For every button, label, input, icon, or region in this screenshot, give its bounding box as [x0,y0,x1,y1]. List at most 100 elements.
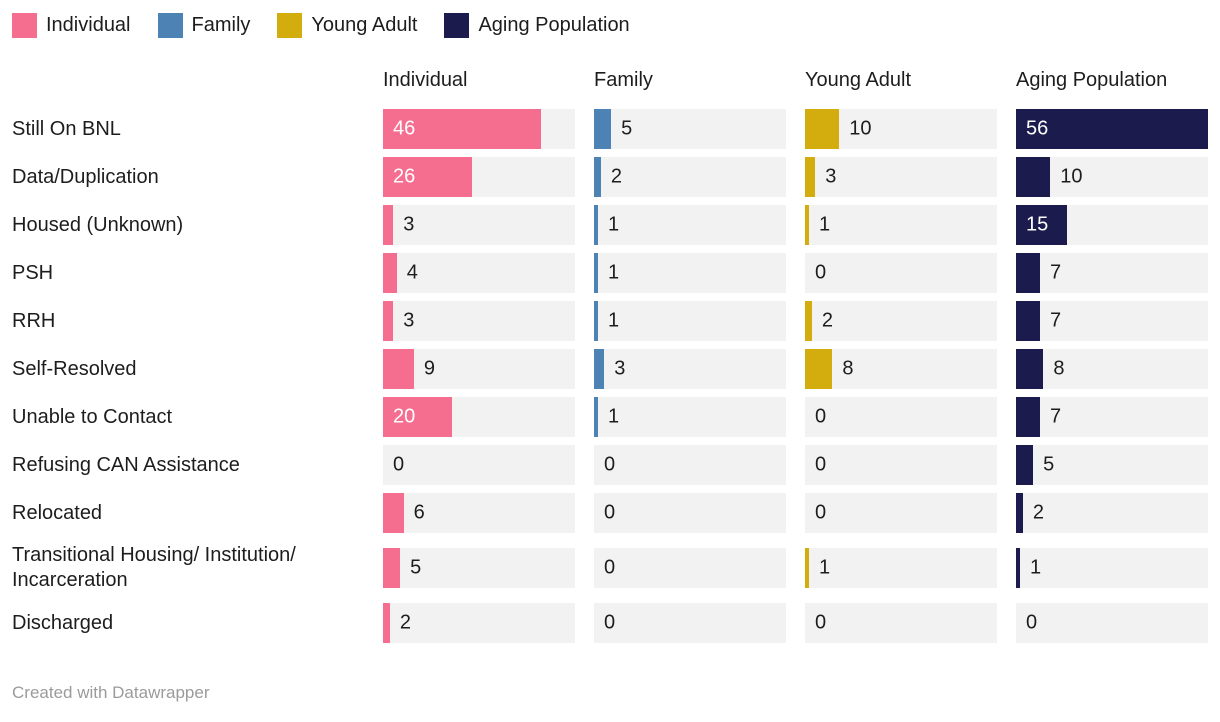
bar [383,397,452,437]
bar-track: 7 [1016,397,1208,437]
bar-track: 0 [594,548,786,588]
bar-value: 1 [608,309,620,332]
bar [1016,397,1040,437]
bar [1016,445,1034,485]
bar-value: 0 [604,611,616,634]
bar-track: 8 [1016,349,1208,389]
bar-track: 0 [594,603,786,643]
legend-label: Family [191,14,251,36]
bar [594,253,598,293]
legend-label: Aging Population [478,14,630,36]
footer: Created with Datawrapper [12,683,1208,703]
bar-value: 4 [406,261,418,284]
bar-rows: Still On BNL 46 5 10 56 Data/Duplication… [12,105,1208,647]
bar-track: 5 [383,548,575,588]
bar [383,493,404,533]
bar [1016,205,1068,245]
bar-value: 15 [1026,213,1049,236]
bar-value: 10 [1060,165,1083,188]
bar [594,349,605,389]
bar-track: 2 [594,157,786,197]
table-row: Self-Resolved 9 3 8 8 [12,345,1208,393]
bar-value: 46 [393,117,416,140]
row-label: Relocated [12,501,103,524]
bar-value: 0 [604,501,616,524]
bar-track: 0 [805,253,997,293]
bar-track: 0 [805,445,997,485]
row-label: Still On BNL [12,117,121,140]
bar-value: 1 [1030,556,1042,579]
bar-value: 0 [1026,611,1038,634]
bar [383,253,397,293]
row-label: RRH [12,309,56,332]
bar-value: 9 [423,357,435,380]
row-label: Self-Resolved [12,357,137,380]
bar [805,301,812,341]
table-row: Transitional Housing/ Institution/ Incar… [12,537,1208,599]
legend-item: Individual [12,13,131,38]
bar [805,548,809,588]
bar [594,301,598,341]
bar-value: 0 [815,261,827,284]
bar [805,349,833,389]
bar-value: 2 [610,165,622,188]
bar-track: 46 [383,109,575,149]
bar-value: 3 [403,213,415,236]
bar [594,109,612,149]
bar [594,397,598,437]
legend-label: Young Adult [311,14,418,36]
bar [383,301,394,341]
bar [594,157,601,197]
bar-value: 8 [842,357,854,380]
bar-value: 1 [819,213,831,236]
bar [805,157,816,197]
row-label: Unable to Contact [12,405,173,428]
bar-value: 5 [410,556,422,579]
bar-value: 26 [393,165,416,188]
row-label: Data/Duplication [12,165,159,188]
bar-track: 2 [383,603,575,643]
bar [383,349,414,389]
table-row: PSH 4 1 0 7 [12,249,1208,297]
column-header: Aging Population [1016,69,1168,91]
bar [1016,301,1040,341]
bar [1016,253,1040,293]
bar-track: 4 [383,253,575,293]
bar-value: 1 [608,213,620,236]
column-header: Family [594,69,653,91]
bar [383,157,473,197]
bar-value: 56 [1026,117,1049,140]
bar-value: 7 [1050,405,1062,428]
table-row: Data/Duplication 26 2 3 10 [12,153,1208,201]
table-row: Refusing CAN Assistance 0 0 0 5 [12,441,1208,489]
bar-track: 1 [1016,548,1208,588]
bar-track: 10 [1016,157,1208,197]
bar [383,548,401,588]
bar-track: 5 [594,109,786,149]
legend-item: Aging Population [444,13,630,38]
legend-swatch-icon [444,13,470,38]
row-label: Housed (Unknown) [12,213,184,236]
bar-track: 8 [805,349,997,389]
legend: Individual Family Young Adult Aging Popu… [12,0,1208,38]
table-row: Discharged 2 0 0 0 [12,599,1208,647]
bar-track: 3 [383,301,575,341]
bar-track: 26 [383,157,575,197]
table-row: RRH 3 1 2 7 [12,297,1208,345]
bar-value: 2 [821,309,833,332]
legend-swatch-icon [157,13,183,38]
bar [383,109,541,149]
bar-track: 0 [594,445,786,485]
datawrapper-credit-link[interactable]: Created with Datawrapper [12,683,210,702]
bar-track: 1 [805,548,997,588]
table-row: Housed (Unknown) 3 1 1 15 [12,201,1208,249]
bar [1016,109,1208,149]
column-header: Individual [383,69,468,91]
bar [805,109,840,149]
bar [1016,548,1020,588]
table-row: Unable to Contact 20 1 0 7 [12,393,1208,441]
row-label: Discharged [12,611,114,634]
bar-track: 0 [1016,603,1208,643]
bar-track: 6 [383,493,575,533]
legend-swatch-icon [277,13,303,38]
